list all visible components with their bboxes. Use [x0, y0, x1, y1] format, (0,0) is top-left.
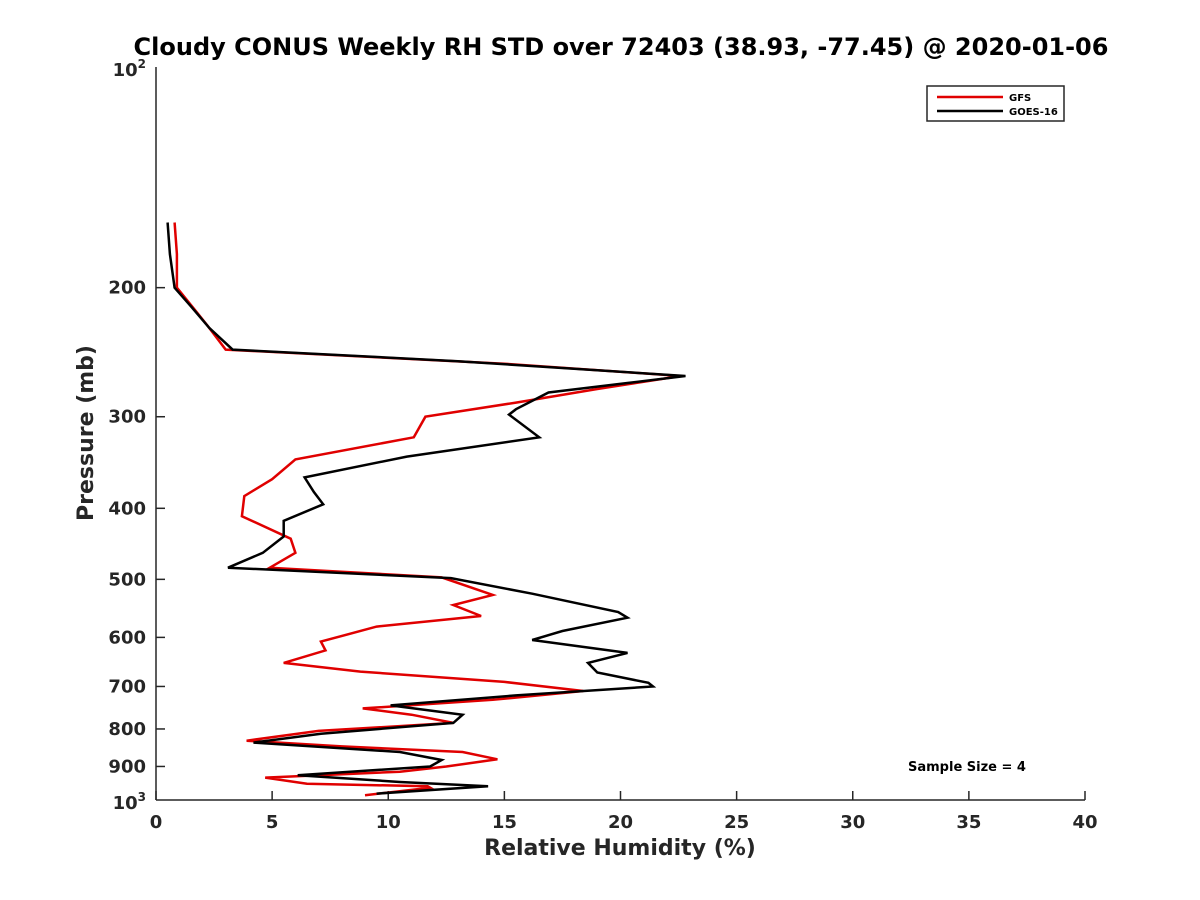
x-tick-label: 35 [956, 812, 981, 833]
chart-title: Cloudy CONUS Weekly RH STD over 72403 (3… [134, 33, 1109, 61]
x-tick-label: 30 [840, 812, 865, 833]
series-lines [166, 222, 686, 797]
x-axis-label: Relative Humidity (%) [484, 836, 756, 861]
y-tick-label: 200 [108, 278, 146, 299]
x-tick-label: 0 [150, 812, 163, 833]
y-tick-label: 300 [108, 407, 146, 428]
x-tick-label: 15 [492, 812, 517, 833]
x-tick-label: 5 [266, 812, 279, 833]
y-tick-label: 900 [108, 756, 146, 777]
x-tick-label: 40 [1072, 812, 1097, 833]
y-tick-label: 400 [108, 498, 146, 519]
series-line-goes-16 [166, 222, 686, 795]
y-tick-label: 800 [108, 719, 146, 740]
legend: GFS GOES-16 [926, 85, 1065, 122]
legend-label-gfs: GFS [1009, 93, 1031, 104]
legend-box [926, 85, 1065, 122]
y-tick-label: 600 [108, 627, 146, 648]
legend-label-goes-16: GOES-16 [1009, 107, 1058, 118]
axes: 0 5 10 15 20 25 30 35 40 200 300 400 500 600 700 800 900… [108, 57, 1097, 833]
x-tick-label: 10 [376, 812, 401, 833]
y-axis-label: Pressure (mb) [74, 345, 99, 521]
x-tick-label: 25 [724, 812, 749, 833]
y-tick-label-power: 103 [113, 790, 146, 814]
y-tick-label: 700 [108, 676, 146, 697]
y-tick-label: 500 [108, 569, 146, 590]
y-tick-label-power: 102 [113, 57, 146, 81]
x-tick-label: 20 [608, 812, 633, 833]
sample-size-annotation: Sample Size = 4 [908, 760, 1026, 775]
